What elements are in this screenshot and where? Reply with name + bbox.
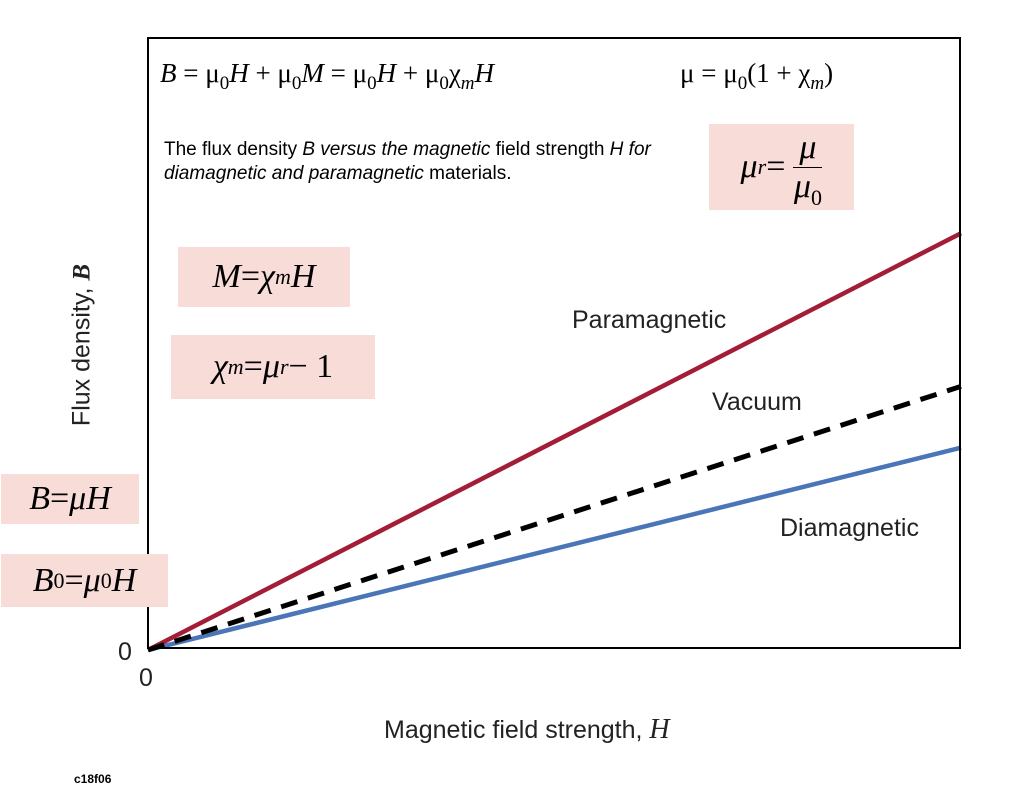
x-tick-zero: 0: [139, 664, 153, 692]
series-line-vacuum: [147, 384, 962, 653]
relative-permeability-fraction: μ μ0: [793, 128, 823, 210]
y-tick-zero: 0: [118, 638, 132, 666]
series-label-vacuum: Vacuum: [712, 388, 802, 416]
figure-id: c18f06: [74, 772, 112, 786]
y-axis-label: Flux density, B: [67, 263, 96, 427]
series-line-paramagnetic: [146, 231, 963, 653]
x-axis-label: Magnetic field strength, H: [384, 714, 670, 745]
series-line-diamagnetic: [147, 445, 962, 653]
flux-density-box: B = μH: [1, 474, 139, 524]
flux-density-equation: B = μ0H + μ0M = μ0H + μ0χmH: [160, 58, 495, 94]
figure-caption: The flux density B versus the magnetic f…: [164, 139, 651, 184]
series-label-paramagnetic: Paramagnetic: [572, 306, 726, 334]
permeability-equation: μ = μ0(1 + χm): [680, 58, 834, 94]
series-label-diamagnetic: Diamagnetic: [780, 514, 919, 542]
